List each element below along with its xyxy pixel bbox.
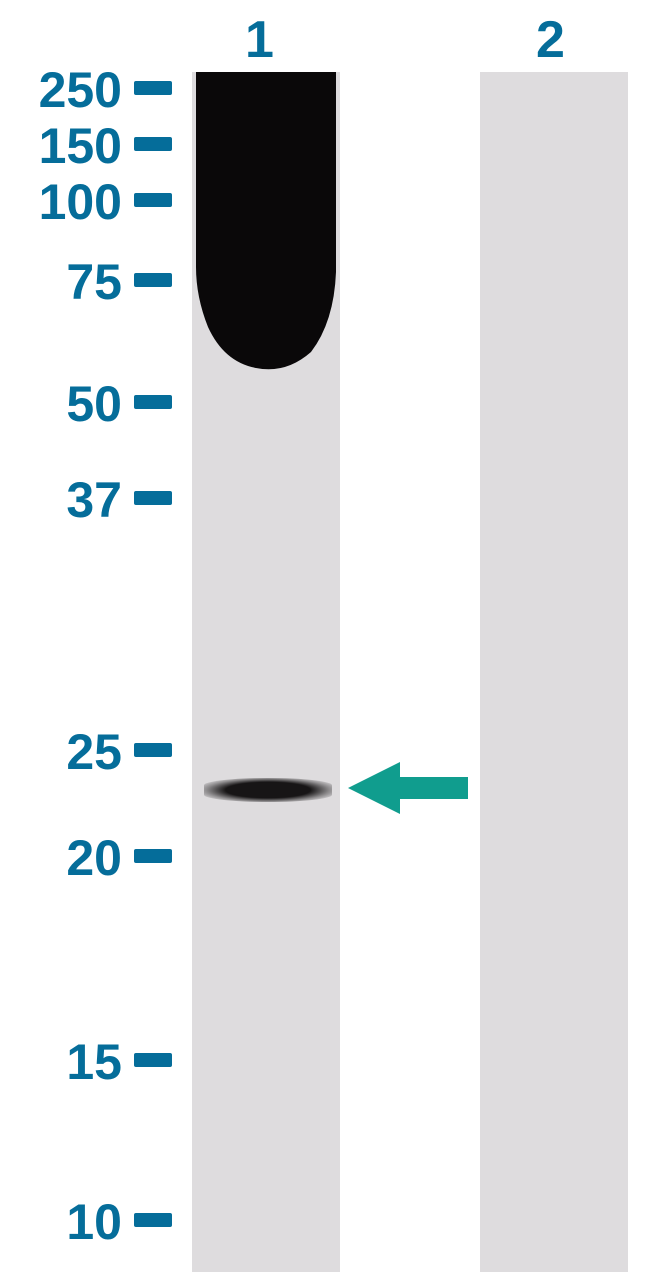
mw-label-75: 75 bbox=[66, 253, 122, 311]
mw-tick-25 bbox=[134, 743, 172, 757]
western-blot: 1 2 250150100 75 50 37 25 20 15 10 bbox=[0, 0, 650, 1270]
mw-label-10: 10 bbox=[66, 1193, 122, 1251]
mw-tick-250 bbox=[134, 81, 172, 95]
mw-label-50: 50 bbox=[66, 375, 122, 433]
lane1-band-24kda bbox=[204, 778, 332, 802]
lane-label-2: 2 bbox=[536, 10, 565, 70]
mw-label-25: 25 bbox=[66, 723, 122, 781]
mw-tick-150 bbox=[134, 137, 172, 151]
band-indicator-arrow bbox=[348, 760, 468, 816]
mw-label-20: 20 bbox=[66, 829, 122, 887]
mw-tick-15 bbox=[134, 1053, 172, 1067]
mw-label-15: 15 bbox=[66, 1033, 122, 1091]
mw-tick-75 bbox=[134, 273, 172, 287]
mw-tick-10 bbox=[134, 1213, 172, 1227]
lane-label-1: 1 bbox=[245, 10, 274, 70]
mw-label-250: 250 bbox=[39, 61, 122, 119]
mw-tick-20 bbox=[134, 849, 172, 863]
mw-label-150: 150 bbox=[39, 117, 122, 175]
lane1-top-smear bbox=[196, 72, 336, 372]
mw-tick-37 bbox=[134, 491, 172, 505]
mw-label-37: 37 bbox=[66, 471, 122, 529]
mw-tick-50 bbox=[134, 395, 172, 409]
mw-tick-100 bbox=[134, 193, 172, 207]
mw-label-100: 100 bbox=[39, 173, 122, 231]
lane-2 bbox=[480, 72, 628, 1272]
